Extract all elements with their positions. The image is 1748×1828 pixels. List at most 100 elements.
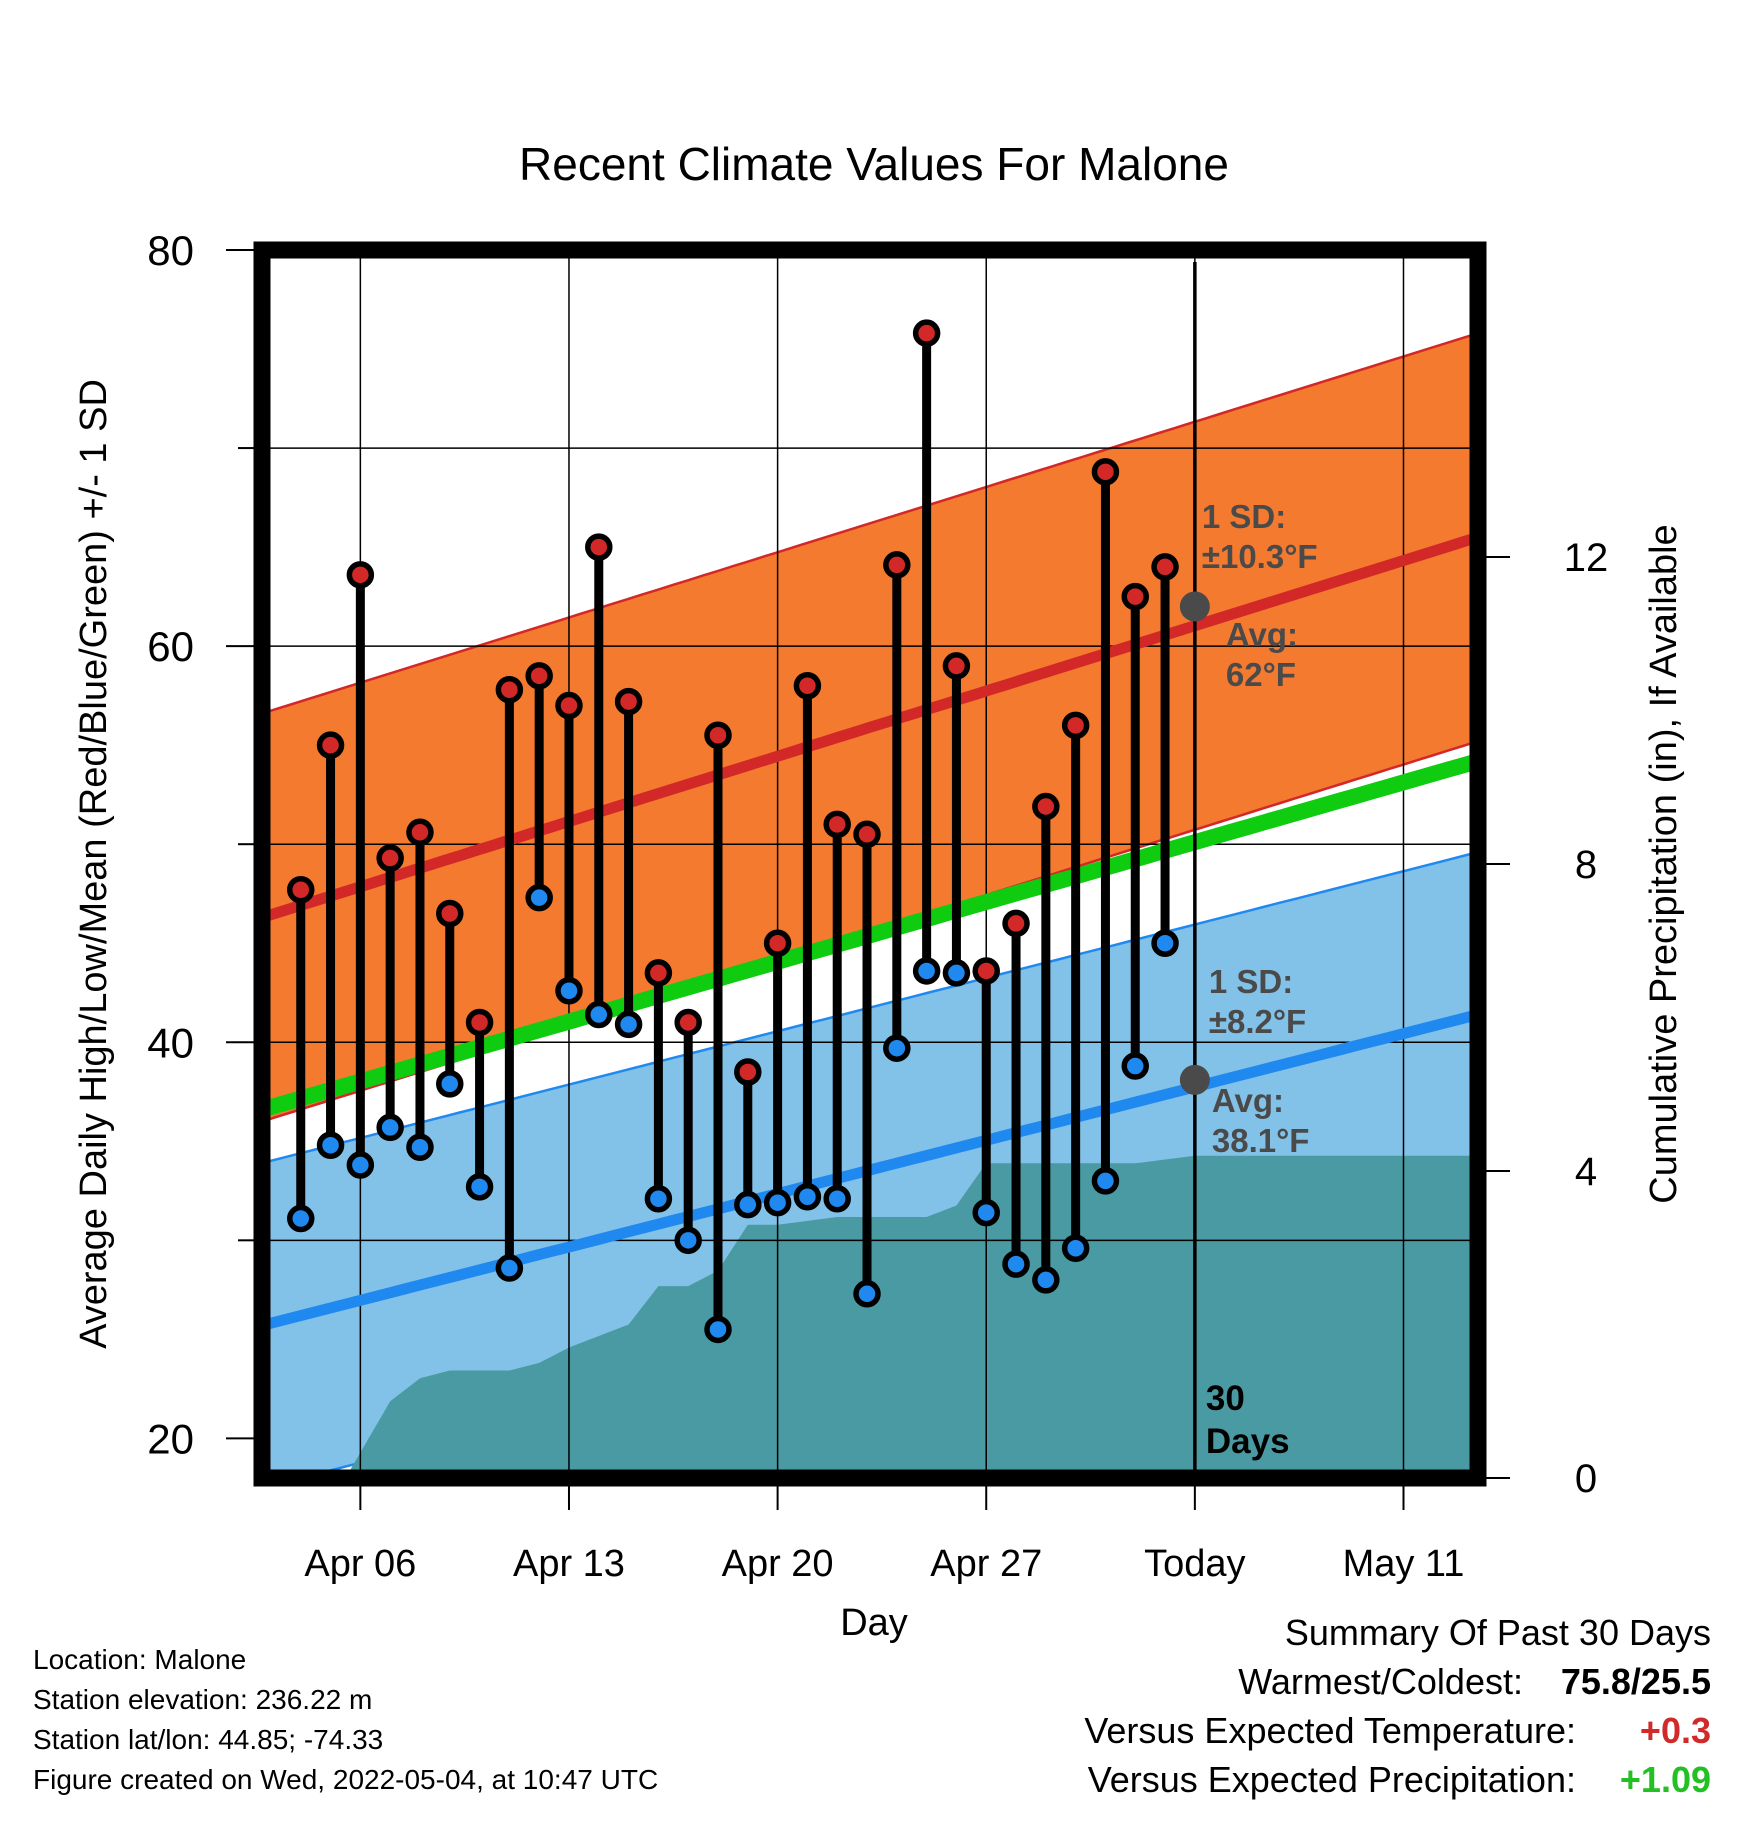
y-tick-label-2: 60 [147, 623, 194, 670]
daily-low-point [763, 1188, 792, 1217]
daily-high-point [555, 691, 583, 720]
daily-low-point [793, 1182, 822, 1211]
warmest-value: 75.8/25.5 [1560, 1661, 1711, 1702]
warmest-label: Warmest/Coldest: [1238, 1661, 1523, 1702]
daily-low-point [406, 1133, 434, 1161]
x-tick-label-2: Apr 20 [722, 1543, 834, 1585]
daily-high-point [346, 561, 375, 589]
daily-low-point [614, 1010, 643, 1039]
daily-low-point [1002, 1250, 1030, 1278]
daily-low-point [883, 1034, 911, 1062]
daily-high-point [644, 959, 673, 987]
daily-low-point [853, 1280, 881, 1308]
location-text: Location: Malone [33, 1644, 247, 1675]
daily-low-point [972, 1198, 1000, 1227]
daily-high-point [436, 899, 464, 928]
daily-low-point [585, 1000, 613, 1029]
daily-low-point [555, 977, 583, 1005]
normal-high-band-upper-edge [262, 332, 1478, 715]
daily-high-point [942, 652, 971, 680]
temp-value: +0.3 [1639, 1710, 1711, 1751]
days-label-1: Days [1206, 1422, 1290, 1461]
daily-high-point [1121, 582, 1150, 611]
elevation-text: Station elevation: 236.22 m [33, 1684, 373, 1715]
daily-high-point [972, 957, 1000, 985]
daily-high-point [376, 844, 404, 872]
daily-low-point [436, 1070, 464, 1098]
daily-high-point [495, 675, 524, 704]
y2-axis-title: Cumulative Precipitation (in), If Availa… [1643, 524, 1685, 1203]
cumulative-precip-area [262, 1155, 1478, 1478]
daily-low-point [644, 1184, 673, 1213]
daily-low-point [734, 1190, 762, 1219]
daily-high-point [883, 551, 911, 579]
daily-low-point [495, 1254, 524, 1282]
daily-low-point [465, 1173, 494, 1201]
y2-tick-label-0: 0 [1575, 1457, 1597, 1501]
y-axis-title: Average Daily High/Low/Mean (Red/Blue/Gr… [73, 379, 115, 1349]
chart-title: Recent Climate Values For Malone [519, 138, 1229, 190]
x-tick-label-3: Apr 27 [930, 1543, 1042, 1585]
summary-title: Summary Of Past 30 Days [1284, 1612, 1711, 1653]
high-avg-label-0: Avg: [1226, 616, 1298, 653]
daily-low-point [525, 883, 553, 912]
x-tick-label-4: Today [1144, 1543, 1245, 1585]
daily-low-point [674, 1226, 702, 1255]
daily-low-point [942, 959, 971, 987]
daily-high-point [674, 1008, 702, 1037]
daily-low-point [1091, 1167, 1120, 1195]
daily-high-point [1061, 711, 1090, 740]
daily-low-point [1121, 1052, 1150, 1080]
y-tick-label-3: 80 [147, 227, 194, 274]
daily-low-point [286, 1204, 315, 1233]
daily-low-point [704, 1315, 732, 1344]
today-avg-high-marker [1179, 591, 1210, 622]
daily-low-point [912, 957, 941, 985]
daily-high-point [1151, 553, 1179, 581]
summary-precip-row: Versus Expected Precipitation: +1.09 [1084, 1755, 1711, 1804]
daily-high-point [614, 687, 643, 716]
daily-high-point [823, 810, 851, 839]
daily-high-point [406, 818, 434, 847]
daily-low-point [376, 1113, 404, 1142]
y-tick-label-1: 40 [147, 1019, 194, 1066]
low-sd-label-0: 1 SD: [1209, 963, 1293, 1000]
y-tick-label-0: 20 [147, 1415, 194, 1462]
daily-high-point [1091, 458, 1120, 486]
summary-warmest-row: Warmest/Coldest: 75.8/25.5 [1084, 1657, 1711, 1706]
daily-high-point [316, 731, 345, 759]
daily-high-point [1002, 909, 1030, 938]
y2-tick-label-2: 8 [1575, 843, 1597, 887]
daily-low-point [1061, 1234, 1090, 1262]
daily-low-point [316, 1131, 345, 1160]
high-sd-label-0: 1 SD: [1202, 498, 1286, 535]
created-text: Figure created on Wed, 2022-05-04, at 10… [33, 1764, 659, 1795]
low-avg-label-1: 38.1°F [1212, 1122, 1310, 1159]
days-label-0: 30 [1206, 1379, 1245, 1418]
x-axis-title: Day [840, 1602, 908, 1644]
x-tick-label-0: Apr 06 [304, 1543, 416, 1585]
temp-label: Versus Expected Temperature: [1084, 1710, 1576, 1751]
x-tick-label-1: Apr 13 [513, 1543, 625, 1585]
station-info: Location: Malone Station elevation: 236.… [33, 1640, 658, 1800]
daily-high-point [286, 875, 315, 904]
daily-high-point [465, 1008, 494, 1037]
y2-tick-label-1: 4 [1575, 1150, 1597, 1194]
precip-value: +1.09 [1619, 1759, 1711, 1800]
today-avg-low-marker [1179, 1064, 1210, 1095]
daily-high-point [912, 319, 941, 347]
x-tick-label-5: May 11 [1343, 1543, 1465, 1585]
normal-high-line [262, 531, 1478, 923]
low-sd-label-1: ±8.2°F [1209, 1003, 1306, 1040]
daily-high-point [793, 671, 822, 700]
daily-low-point [346, 1151, 375, 1179]
summary-temp-row: Versus Expected Temperature: +0.3 [1084, 1706, 1711, 1755]
daily-high-point [763, 929, 792, 957]
daily-high-point [525, 662, 553, 690]
daily-high-point [853, 820, 881, 849]
daily-high-point [734, 1058, 762, 1086]
daily-low-point [1151, 929, 1179, 957]
daily-high-point [1032, 792, 1060, 821]
high-avg-label-1: 62°F [1226, 656, 1296, 693]
